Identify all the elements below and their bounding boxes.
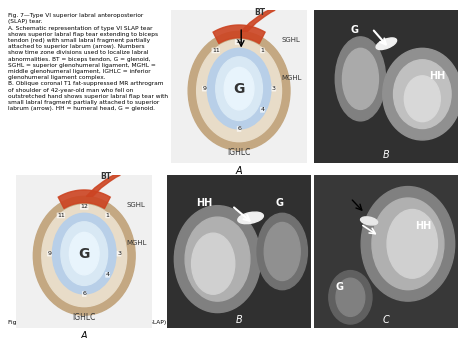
Ellipse shape <box>61 222 108 285</box>
Text: MGHL: MGHL <box>282 75 302 81</box>
Text: 4: 4 <box>260 107 264 112</box>
Text: 1: 1 <box>106 213 109 218</box>
Text: 9: 9 <box>47 251 52 256</box>
Text: MGHL: MGHL <box>127 240 147 246</box>
Text: 3: 3 <box>117 251 121 256</box>
Ellipse shape <box>335 37 386 121</box>
Text: HH: HH <box>415 221 431 231</box>
Ellipse shape <box>372 198 444 290</box>
Text: 4: 4 <box>106 272 109 277</box>
Text: G: G <box>79 247 90 261</box>
Ellipse shape <box>33 196 135 315</box>
Text: 9: 9 <box>202 86 206 91</box>
Text: 12: 12 <box>80 204 88 210</box>
Polygon shape <box>241 10 275 31</box>
Ellipse shape <box>257 213 308 290</box>
Text: 6: 6 <box>237 126 241 131</box>
Polygon shape <box>213 25 265 44</box>
Ellipse shape <box>188 31 290 150</box>
Ellipse shape <box>42 205 127 307</box>
Polygon shape <box>86 175 120 196</box>
Text: 11: 11 <box>57 213 65 218</box>
Text: G: G <box>275 198 283 208</box>
Ellipse shape <box>383 48 462 140</box>
Text: A: A <box>81 331 88 338</box>
Ellipse shape <box>191 233 235 294</box>
Ellipse shape <box>216 57 263 120</box>
Ellipse shape <box>361 217 378 225</box>
Text: 3: 3 <box>272 86 276 91</box>
Text: G: G <box>336 282 344 292</box>
Ellipse shape <box>174 206 261 313</box>
Ellipse shape <box>207 48 271 129</box>
Text: B: B <box>383 150 390 160</box>
Ellipse shape <box>387 210 438 278</box>
Ellipse shape <box>224 67 254 110</box>
Text: C: C <box>383 315 390 325</box>
Text: 6: 6 <box>82 291 86 296</box>
Ellipse shape <box>329 271 372 324</box>
Ellipse shape <box>238 212 264 224</box>
Ellipse shape <box>264 222 300 281</box>
Ellipse shape <box>197 40 282 142</box>
Text: G: G <box>233 82 245 96</box>
Text: BT: BT <box>100 172 111 182</box>
Ellipse shape <box>376 38 397 50</box>
Text: HH: HH <box>429 71 446 81</box>
Text: Fig. 7—Type VI superior labral anteroposterior
(SLAP) tear.
A. Schematic represe: Fig. 7—Type VI superior labral anteropos… <box>8 13 168 111</box>
Ellipse shape <box>343 48 378 110</box>
Text: 12: 12 <box>235 40 243 45</box>
Text: A: A <box>236 166 242 176</box>
Text: HH: HH <box>196 198 212 208</box>
Ellipse shape <box>53 213 116 294</box>
Ellipse shape <box>393 60 451 128</box>
Text: SGHL: SGHL <box>127 202 146 208</box>
Text: B: B <box>236 315 243 325</box>
Text: IGHLC: IGHLC <box>228 148 251 157</box>
Text: IGHLC: IGHLC <box>73 313 96 322</box>
Text: BT: BT <box>255 7 266 17</box>
Text: 1: 1 <box>261 48 264 53</box>
Polygon shape <box>58 190 110 209</box>
Text: SGHL: SGHL <box>282 37 301 43</box>
Ellipse shape <box>361 187 455 301</box>
Text: 11: 11 <box>212 48 219 53</box>
Text: Fig. 8—Type VII superior labral anteroposterior (SLAP) tear.: Fig. 8—Type VII superior labral anteropo… <box>8 320 182 325</box>
Ellipse shape <box>69 233 99 275</box>
Ellipse shape <box>185 217 250 301</box>
Ellipse shape <box>336 278 365 316</box>
Ellipse shape <box>404 76 440 122</box>
Text: G: G <box>350 25 358 35</box>
